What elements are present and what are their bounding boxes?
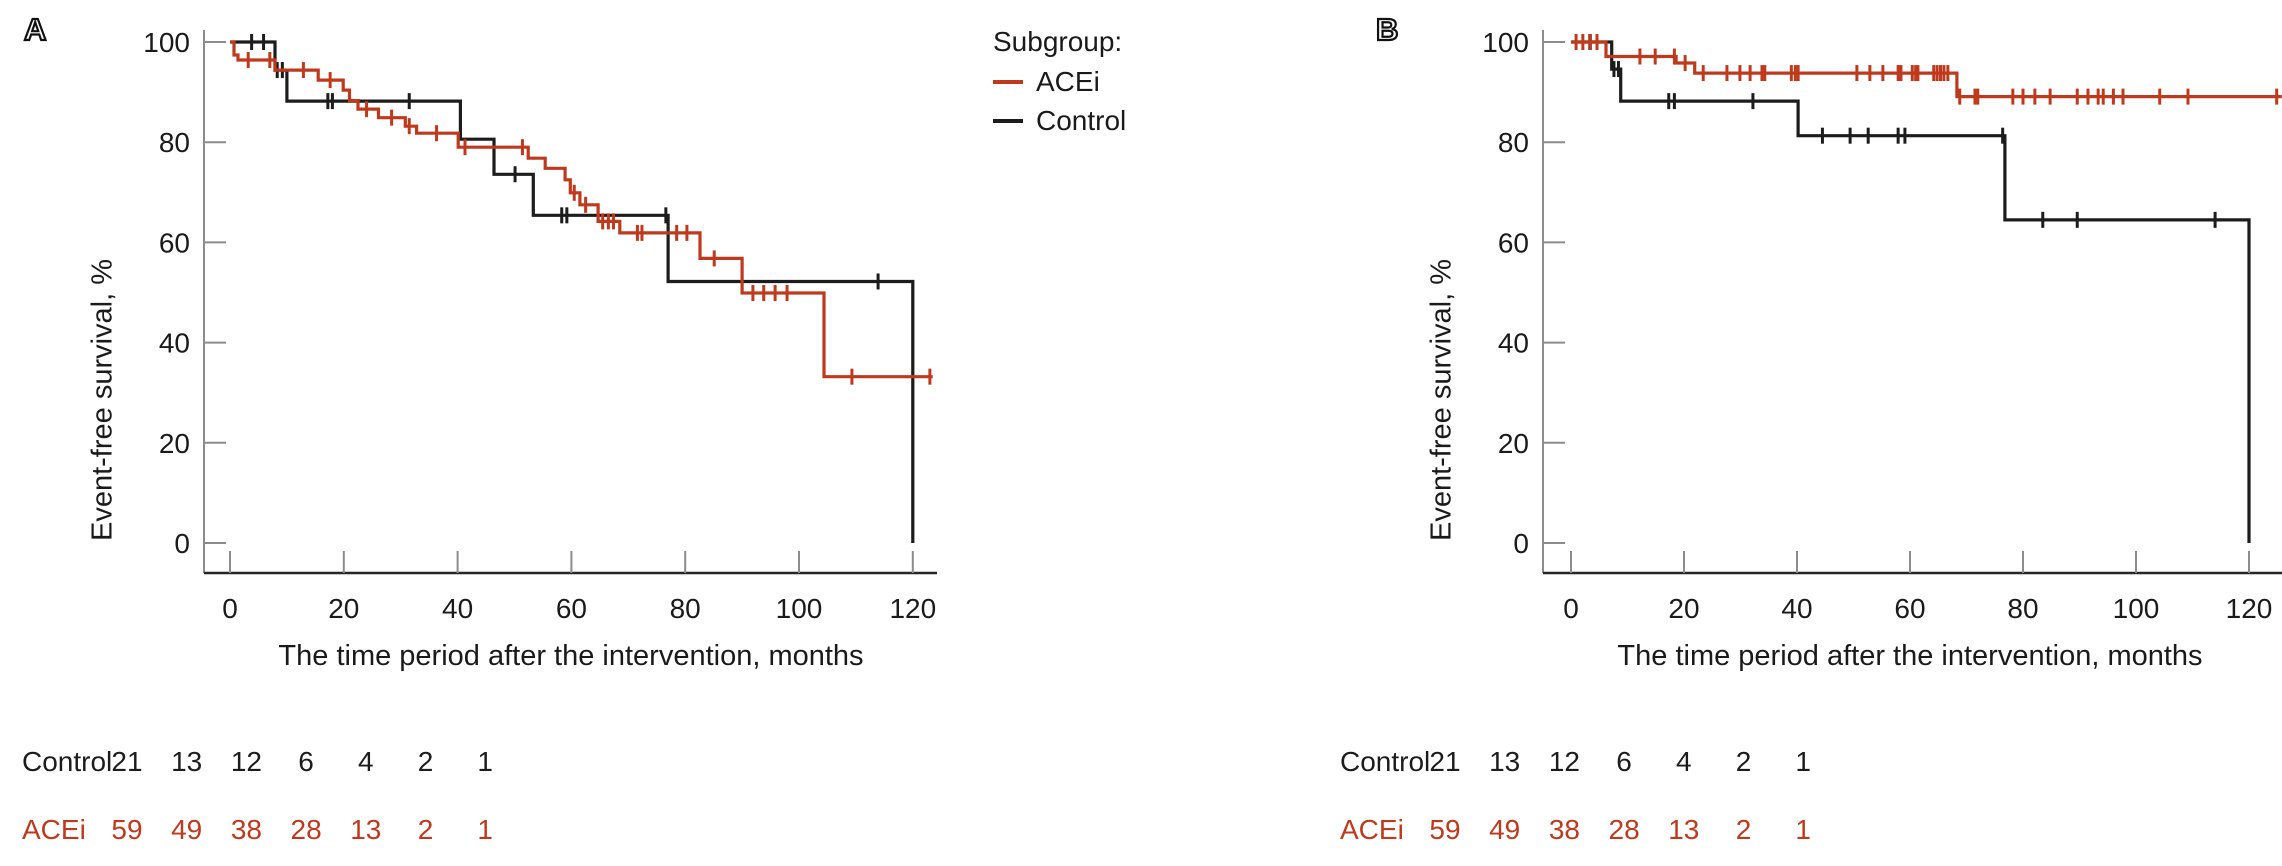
risk-table-value: 2: [1735, 814, 1752, 845]
y-axis-title-a: Event-free survival, %: [86, 258, 119, 542]
km-curve-control: [1571, 40, 2251, 543]
risk-table-value: 2: [417, 814, 434, 845]
legend-title: Subgroup:: [993, 26, 1123, 57]
x-tick-label: 0: [1563, 593, 1579, 624]
y-tick-label: 80: [1498, 127, 1529, 158]
legend-item-control: Control: [993, 101, 1126, 140]
risk-table-group-label: Control: [22, 746, 113, 777]
y-tick-label: 40: [159, 328, 190, 359]
risk-table-value: 49: [1489, 814, 1521, 845]
acei-line-swatch: [993, 79, 1023, 84]
x-tick-label: 120: [2226, 593, 2273, 624]
y-axis-title-b: Event-free survival, %: [1425, 258, 1458, 542]
control-line-swatch: [993, 118, 1023, 123]
x-tick-label: 100: [2113, 593, 2160, 624]
x-tick-label: 40: [442, 593, 473, 624]
x-axis-title-b: The time period after the intervention, …: [1617, 640, 2203, 672]
y-tick-label: 0: [1513, 528, 1529, 559]
panel-label-b: B: [1375, 11, 1400, 48]
legend-item-acei: ACEi: [993, 62, 1126, 101]
risk-table-group-label: ACEi: [22, 814, 86, 845]
risk-table-value: 1: [477, 814, 493, 845]
x-tick-label: 20: [328, 593, 359, 624]
x-tick-label: 80: [2007, 593, 2038, 624]
risk-table-value: 1: [1795, 746, 1811, 777]
km-curve-acei: [1571, 40, 2282, 99]
risk-table-value: 13: [1668, 814, 1700, 845]
risk-table-value: 2: [417, 746, 434, 777]
risk-table-value: 1: [477, 746, 493, 777]
km-curve-acei: [230, 40, 933, 379]
risk-table-value: 12: [230, 746, 262, 777]
y-tick-label: 20: [159, 428, 190, 459]
panel-label-a: A: [23, 11, 48, 48]
y-tick-label: 0: [174, 528, 190, 559]
risk-table-value: 59: [1429, 814, 1461, 845]
x-tick-label: 40: [1781, 593, 1812, 624]
risk-table-value: 21: [1429, 746, 1461, 777]
risk-table-value: 13: [1489, 746, 1521, 777]
y-tick-label: 100: [143, 27, 190, 58]
y-tick-label: 40: [1498, 328, 1529, 359]
y-tick-label: 80: [159, 127, 190, 158]
risk-table-value: 6: [1616, 746, 1632, 777]
risk-table-value: 28: [1608, 814, 1640, 845]
risk-table-value: 1: [1795, 814, 1811, 845]
y-tick-label: 100: [1482, 27, 1529, 58]
y-tick-label: 60: [1498, 227, 1529, 258]
x-tick-label: 60: [1894, 593, 1925, 624]
x-tick-label: 100: [776, 593, 823, 624]
risk-table-value: 13: [350, 814, 382, 845]
risk-table-value: 12: [1548, 746, 1580, 777]
x-tick-label: 0: [222, 593, 238, 624]
risk-table-value: 21: [111, 746, 143, 777]
risk-table-value: 4: [1676, 746, 1692, 777]
x-tick-label: 20: [1668, 593, 1699, 624]
risk-table-value: 2: [1735, 746, 1752, 777]
legend-label-acei: ACEi: [1036, 66, 1100, 97]
risk-table-value: 59: [111, 814, 143, 845]
risk-table-value: 4: [358, 746, 374, 777]
y-tick-label: 60: [159, 227, 190, 258]
legend: Subgroup: ACEi Control: [993, 22, 1126, 140]
risk-table-group-label: ACEi: [1340, 814, 1404, 845]
risk-table-value: 6: [298, 746, 314, 777]
risk-table-value: 38: [1548, 814, 1580, 845]
risk-table-value: 38: [230, 814, 262, 845]
legend-label-control: Control: [1036, 105, 1127, 136]
x-tick-label: 60: [556, 593, 587, 624]
x-tick-label: 80: [670, 593, 701, 624]
risk-table-group-label: Control: [1340, 746, 1431, 777]
x-axis-title-a: The time period after the intervention, …: [278, 640, 864, 672]
risk-table-value: 49: [171, 814, 203, 845]
x-tick-label: 120: [889, 593, 936, 624]
risk-table-value: 28: [290, 814, 322, 845]
y-tick-label: 20: [1498, 428, 1529, 459]
risk-table-value: 13: [171, 746, 203, 777]
